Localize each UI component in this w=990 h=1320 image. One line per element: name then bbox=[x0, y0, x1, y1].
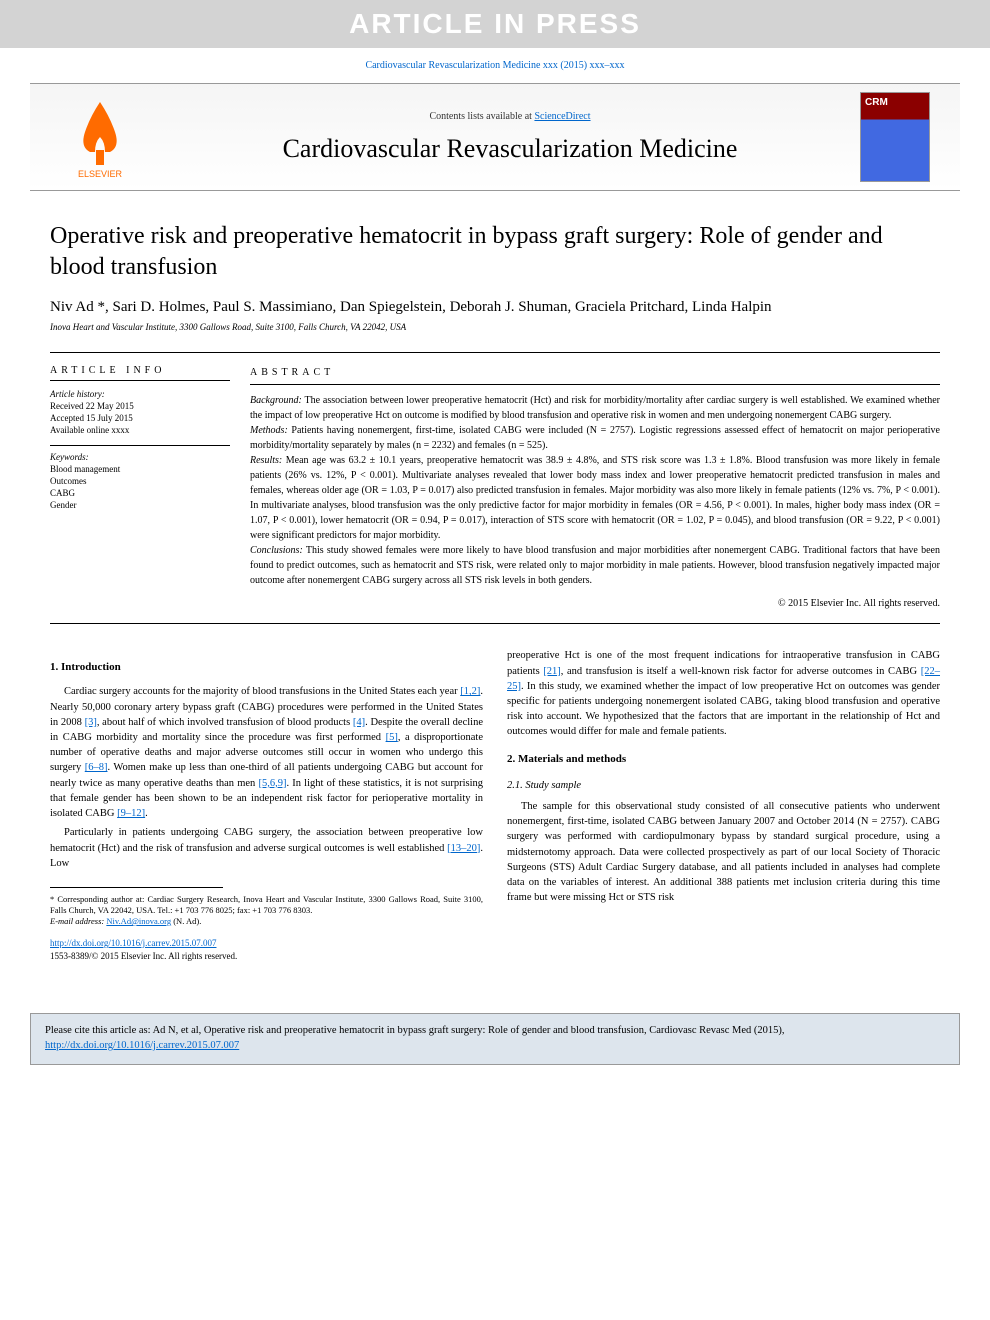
main-content: Operative risk and preoperative hematocr… bbox=[0, 191, 990, 993]
ref-link[interactable]: [3] bbox=[85, 717, 97, 728]
results-label: Results: bbox=[250, 455, 282, 466]
keywords-label: Keywords: bbox=[50, 445, 230, 462]
doi-link[interactable]: http://dx.doi.org/10.1016/j.carrev.2015.… bbox=[50, 938, 216, 948]
article-title: Operative risk and preoperative hematocr… bbox=[50, 221, 940, 283]
journal-cover-icon: CRM bbox=[860, 92, 930, 182]
background-label: Background: bbox=[250, 395, 302, 406]
article-info-box: ARTICLE INFO Article history: Received 2… bbox=[50, 365, 250, 611]
ref-link[interactable]: [5,6,9] bbox=[258, 778, 286, 789]
email-label: E-mail address: bbox=[50, 916, 106, 926]
footnote-separator bbox=[50, 887, 223, 888]
cite-doi-link[interactable]: http://dx.doi.org/10.1016/j.carrev.2015.… bbox=[45, 1040, 239, 1051]
background-text: The association between lower preoperati… bbox=[250, 395, 940, 421]
abstract-heading: ABSTRACT bbox=[250, 365, 940, 385]
conclusions-text: This study showed females were more like… bbox=[250, 545, 940, 586]
intro-heading: 1. Introduction bbox=[50, 660, 483, 676]
elsevier-logo-icon: ELSEVIER bbox=[60, 92, 140, 182]
abstract-background: Background: The association between lowe… bbox=[250, 393, 940, 423]
results-text: Mean age was 63.2 ± 10.1 years, preopera… bbox=[250, 455, 940, 541]
body-column-left: 1. Introduction Cardiac surgery accounts… bbox=[50, 648, 483, 963]
abstract-copyright: © 2015 Elsevier Inc. All rights reserved… bbox=[250, 596, 940, 611]
journal-title: Cardiovascular Revascularization Medicin… bbox=[160, 134, 860, 164]
doi-block: http://dx.doi.org/10.1016/j.carrev.2015.… bbox=[50, 937, 483, 963]
authors-list: Niv Ad *, Sari D. Holmes, Paul S. Massim… bbox=[50, 299, 940, 316]
received-date: Received 22 May 2015 bbox=[50, 401, 230, 411]
header-center: Contents lists available at ScienceDirec… bbox=[160, 111, 860, 164]
citation-box: Please cite this article as: Ad N, et al… bbox=[30, 1013, 960, 1064]
contents-line: Contents lists available at ScienceDirec… bbox=[160, 111, 860, 122]
intro-continuation: preoperative Hct is one of the most freq… bbox=[507, 648, 940, 739]
ref-link[interactable]: [13–20] bbox=[447, 843, 480, 854]
email-footnote: E-mail address: Niv.Ad@inova.org (N. Ad)… bbox=[50, 916, 483, 927]
body-columns: 1. Introduction Cardiac surgery accounts… bbox=[50, 648, 940, 963]
ref-link[interactable]: [6–8] bbox=[85, 762, 108, 773]
corresponding-author-note: * Corresponding author at: Cardiac Surge… bbox=[50, 894, 483, 916]
history-label: Article history: bbox=[50, 389, 230, 399]
intro-paragraph-2: Particularly in patients undergoing CABG… bbox=[50, 825, 483, 871]
issn-copyright: 1553-8389/© 2015 Elsevier Inc. All right… bbox=[50, 950, 483, 963]
ref-link[interactable]: [5] bbox=[386, 732, 398, 743]
intro-paragraph-1: Cardiac surgery accounts for the majorit… bbox=[50, 684, 483, 821]
methods-label: Methods: bbox=[250, 425, 288, 436]
keyword: CABG bbox=[50, 488, 230, 498]
methods-heading: 2. Materials and methods bbox=[507, 752, 940, 768]
ref-link[interactable]: [1,2] bbox=[460, 686, 480, 697]
info-abstract-row: ARTICLE INFO Article history: Received 2… bbox=[50, 352, 940, 624]
ref-link[interactable]: [9–12] bbox=[117, 808, 145, 819]
cite-text: Please cite this article as: Ad N, et al… bbox=[45, 1025, 785, 1036]
affiliation: Inova Heart and Vascular Institute, 3300… bbox=[50, 322, 940, 332]
accepted-date: Accepted 15 July 2015 bbox=[50, 413, 230, 423]
contents-prefix: Contents lists available at bbox=[429, 111, 534, 122]
abstract-conclusions: Conclusions: This study showed females w… bbox=[250, 543, 940, 588]
top-citation: Cardiovascular Revascularization Medicin… bbox=[0, 48, 990, 83]
ref-link[interactable]: [21] bbox=[543, 666, 561, 677]
abstract-methods: Methods: Patients having nonemergent, fi… bbox=[250, 423, 940, 453]
article-in-press-banner: ARTICLE IN PRESS bbox=[0, 0, 990, 48]
body-column-right: preoperative Hct is one of the most freq… bbox=[507, 648, 940, 963]
article-info-heading: ARTICLE INFO bbox=[50, 365, 230, 381]
journal-header: ELSEVIER Contents lists available at Sci… bbox=[30, 83, 960, 191]
sample-heading: 2.1. Study sample bbox=[507, 778, 940, 793]
cover-abbr: CRM bbox=[865, 97, 888, 108]
keyword: Gender bbox=[50, 500, 230, 510]
sample-paragraph: The sample for this observational study … bbox=[507, 799, 940, 906]
svg-text:ELSEVIER: ELSEVIER bbox=[78, 169, 123, 179]
ref-link[interactable]: [4] bbox=[353, 717, 365, 728]
online-date: Available online xxxx bbox=[50, 425, 230, 435]
sciencedirect-link[interactable]: ScienceDirect bbox=[534, 111, 590, 122]
email-link[interactable]: Niv.Ad@inova.org bbox=[106, 916, 171, 926]
abstract-results: Results: Mean age was 63.2 ± 10.1 years,… bbox=[250, 453, 940, 543]
abstract-box: ABSTRACT Background: The association bet… bbox=[250, 365, 940, 611]
email-suffix: (N. Ad). bbox=[171, 916, 201, 926]
keyword: Blood management bbox=[50, 464, 230, 474]
conclusions-label: Conclusions: bbox=[250, 545, 303, 556]
methods-text: Patients having nonemergent, first-time,… bbox=[250, 425, 940, 451]
keyword: Outcomes bbox=[50, 476, 230, 486]
banner-text: ARTICLE IN PRESS bbox=[349, 8, 641, 39]
